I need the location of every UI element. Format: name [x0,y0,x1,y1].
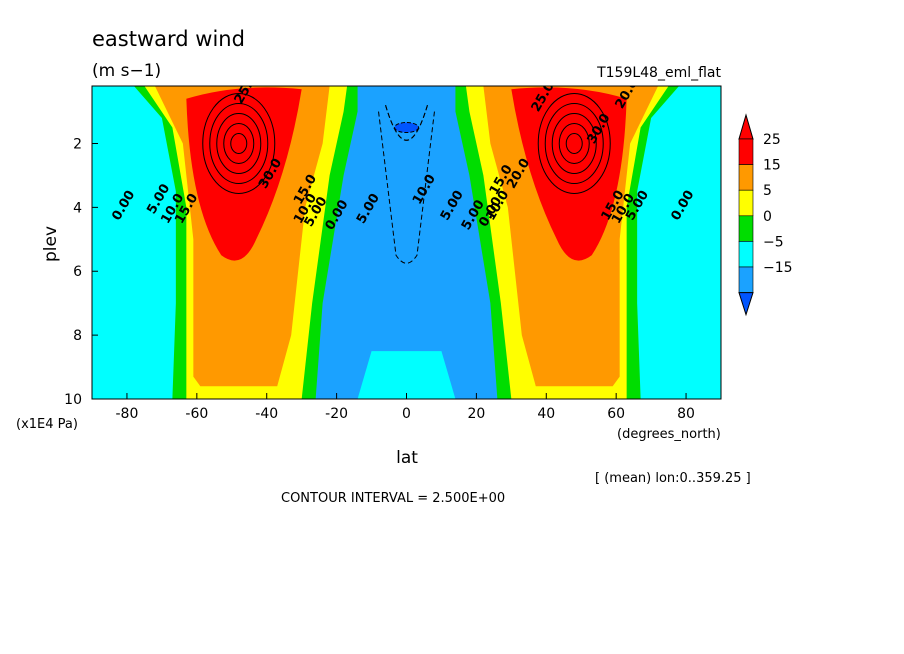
easterly-lower [357,351,456,399]
x-tick-label: -40 [255,406,278,422]
x-tick-label: 40 [537,406,555,422]
chart-title: eastward wind [92,27,245,51]
easterly-contour [385,105,428,141]
x-tick-label: -20 [325,406,348,422]
plot-area: 25.030.0 15.010.05.000.00 5.0010.05.005.00… [92,86,721,399]
x-tick-label: 0 [402,406,411,422]
jet-contour [565,132,583,154]
northern-jet [455,86,680,399]
x-tick-label: -60 [185,406,208,422]
y-axis-label: plev [41,226,61,262]
x-tick-label: 20 [467,406,485,422]
jet-contour [230,132,248,154]
y-tick-label: 8 [73,328,82,344]
colorbar-swatch [738,266,754,293]
contour-bands [133,86,680,399]
x-tick-label: 80 [677,406,695,422]
y-tick-label: 4 [73,200,82,216]
southern-jet [133,86,358,399]
x-axis-units: (degrees_north) [617,427,721,442]
jet-contour [202,92,276,194]
contour-interval: CONTOUR INTERVAL = 2.500E+00 [281,491,505,506]
y-tick-label: 2 [73,136,82,152]
colorbar-swatch [738,164,754,191]
x-axis: -80 -60 -40 -20 0 20 40 60 80 [116,393,695,422]
band-above-25 [186,87,302,261]
band-above-25 [511,87,627,261]
x-axis-label: lat [396,448,418,468]
jet-contour [537,92,611,194]
y-tick-label: 10 [64,392,82,408]
colorbar-label: 5 [763,183,772,199]
contour-lines [378,105,435,264]
colorbar-top-arrow [738,113,754,140]
colorbar: 25 15 5 0 −5 −15 [738,113,793,317]
easterly-contour [378,111,435,264]
y-tick-label: 6 [73,264,82,280]
easterly-band [308,86,505,399]
y-axis-units: (x1E4 Pa) [16,417,78,432]
jet-contour [551,112,597,174]
colorbar-label: −5 [763,234,784,250]
colorbar-label: 15 [763,158,781,174]
x-tick-label: -80 [116,406,139,422]
colorbar-label: −15 [763,260,793,276]
colorbar-label: 25 [763,132,781,148]
easterly-core [394,122,419,134]
colorbar-swatch [738,138,754,165]
mean-note: [ (mean) lon:0..359.25 ] [595,471,751,486]
jet-contour [216,112,262,174]
colorbar-bottom-arrow [738,292,754,317]
colorbar-label: 0 [763,209,772,225]
chart-units: (m s−1) [92,61,161,81]
y-axis: 2 4 6 8 10 [64,136,98,408]
jet-contour [223,122,255,164]
jet-contour [209,102,269,184]
x-tick-label: 60 [607,406,625,422]
colorbar-swatch [738,215,754,242]
jet-contour [544,102,604,184]
colorbar-swatch [738,189,754,217]
run-name: T159L48_eml_flat [596,65,721,81]
colorbar-swatch [738,241,754,268]
jet-contour [558,122,590,164]
